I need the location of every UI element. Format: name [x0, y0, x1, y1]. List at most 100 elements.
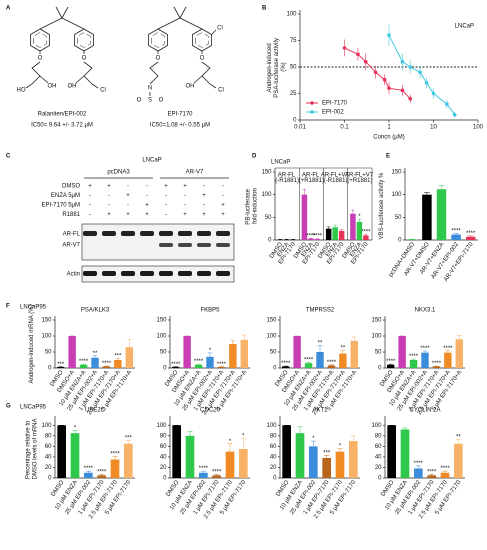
bar	[409, 360, 418, 368]
chart-title: PSA/KLK3	[81, 308, 110, 314]
point	[342, 46, 347, 50]
y-tick-label: 0	[398, 238, 402, 244]
legend-marker	[310, 110, 314, 114]
sign: -	[203, 203, 205, 209]
bar	[57, 367, 65, 368]
atom-label: Cl	[217, 26, 223, 32]
y-tick-label: 50	[395, 215, 402, 221]
sign: -	[146, 193, 148, 199]
y-tick-label: 40	[45, 454, 52, 460]
group-label: AR-FL+V7 (-R1881)	[321, 172, 351, 184]
y-tick-label: 80	[160, 433, 167, 439]
bar	[327, 365, 336, 368]
benzene-inner	[33, 32, 47, 48]
y-tick-label: 0	[48, 476, 52, 482]
chart-title: NKX3.1	[415, 308, 436, 314]
significance: ****	[420, 346, 430, 352]
chart-title: LNCaP	[271, 160, 290, 166]
atom-label: O	[159, 98, 164, 104]
bar	[183, 336, 191, 368]
significance: *	[312, 436, 315, 442]
point	[418, 70, 422, 75]
bar	[421, 352, 429, 368]
atom-label: OH	[68, 84, 77, 90]
significance: ****	[427, 469, 437, 475]
bar	[301, 194, 308, 240]
bar	[229, 344, 237, 368]
bar	[240, 339, 248, 368]
ic50: IC50= 9.64 +/- 3.72 μM	[31, 123, 93, 129]
significance: ***	[323, 450, 331, 456]
bond	[193, 75, 203, 84]
y-tick-label: 100	[156, 423, 167, 429]
y-tick-label: 0	[293, 118, 297, 124]
bar	[282, 366, 290, 368]
bar	[350, 340, 358, 368]
panel-label: F	[6, 304, 10, 310]
bar	[172, 367, 180, 368]
band	[216, 271, 230, 276]
point	[408, 65, 413, 69]
row-title: LNCaP95	[20, 305, 47, 311]
bar	[124, 443, 133, 478]
bar	[432, 366, 441, 368]
y-tick-label: 25	[290, 91, 297, 97]
sign: -	[165, 203, 167, 209]
point	[424, 81, 429, 85]
bar	[350, 213, 356, 240]
y-tick-label: 50	[290, 65, 297, 71]
chart-title: UBE2C	[85, 408, 106, 414]
y-tick-label: 20	[160, 465, 167, 471]
bond	[201, 61, 217, 89]
significance: *	[74, 426, 77, 432]
y-tick-label: 20	[375, 465, 382, 471]
y-tick-label: 100	[41, 334, 52, 340]
bond	[149, 61, 159, 85]
bond	[83, 61, 99, 89]
y-tick-label: 150	[391, 170, 402, 176]
bar	[387, 425, 396, 478]
significance: ***	[125, 436, 133, 442]
bond	[55, 6, 63, 19]
sign: -	[165, 193, 167, 199]
sign: -	[184, 203, 186, 209]
bar	[206, 356, 214, 368]
band	[140, 271, 154, 276]
significance: ****	[110, 451, 120, 457]
atom-label: O	[38, 56, 43, 62]
significance: *	[339, 444, 342, 450]
bar	[282, 425, 291, 478]
y-tick-label: 100	[261, 192, 272, 198]
bar	[400, 429, 410, 478]
bar	[239, 449, 248, 478]
bar	[70, 433, 80, 478]
y-tick-label: 100	[371, 334, 382, 340]
band	[83, 271, 97, 276]
y-tick-label: 60	[270, 444, 277, 450]
significance: **	[456, 435, 461, 441]
bar	[339, 353, 347, 368]
panel-label: G	[6, 404, 11, 410]
bar	[444, 352, 452, 368]
point	[356, 52, 360, 57]
significance: ****	[432, 361, 442, 367]
bar	[185, 435, 195, 478]
significance: ****	[171, 362, 181, 368]
significance: ****	[281, 361, 291, 367]
y-tick-label: 100	[266, 423, 277, 429]
bar	[465, 236, 476, 240]
y-tick-label: 75	[290, 38, 297, 44]
y-tick-label: 50	[265, 215, 272, 221]
bar	[114, 360, 122, 368]
sign: +	[107, 212, 111, 218]
significance: ****	[443, 346, 453, 352]
significance: *	[358, 214, 361, 220]
sign: -	[108, 203, 110, 209]
point	[382, 77, 387, 82]
significance: ****	[79, 359, 89, 365]
sign: +	[221, 212, 225, 218]
band	[159, 231, 173, 236]
band	[216, 243, 230, 247]
bar	[225, 451, 235, 478]
